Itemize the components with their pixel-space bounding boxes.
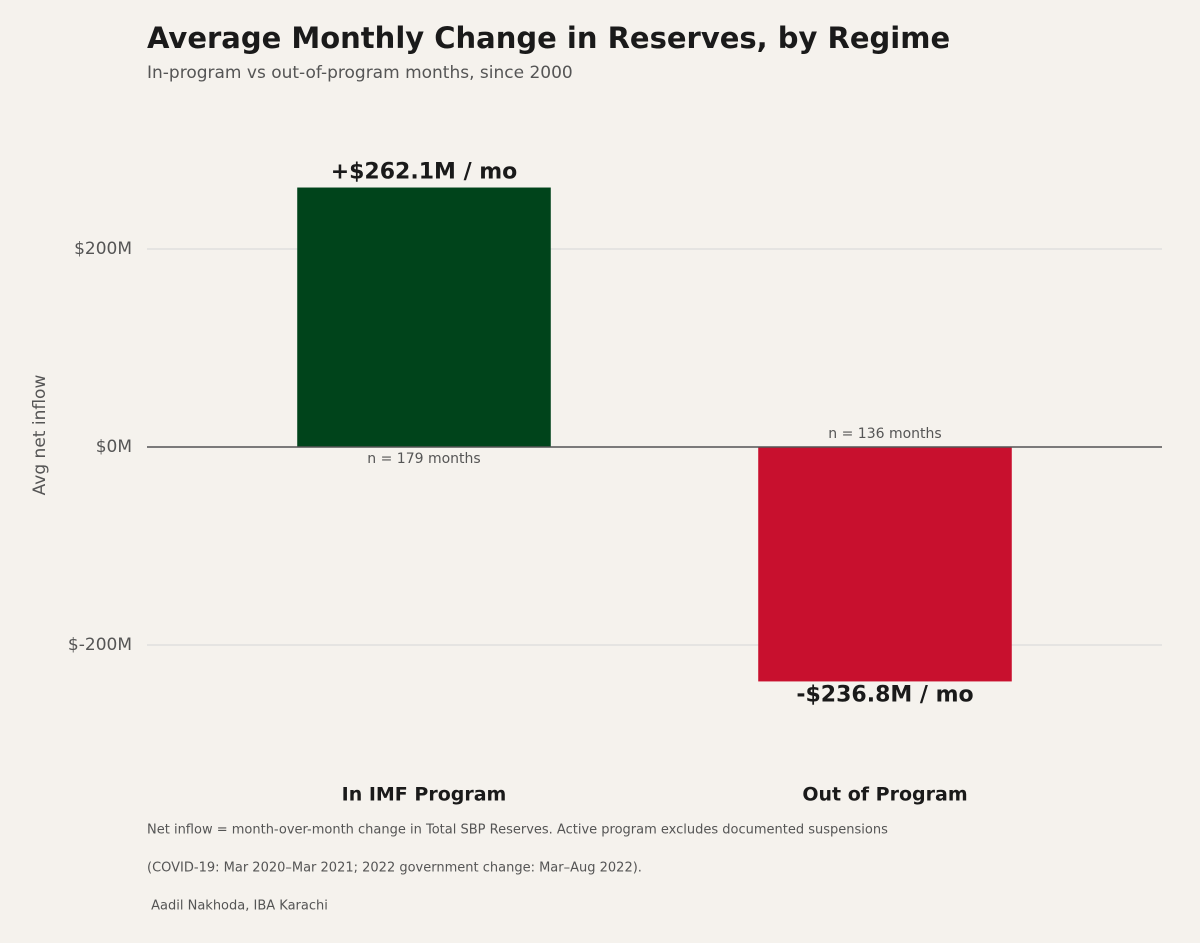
bar	[758, 447, 1012, 682]
y-tick-label: $-200M	[68, 635, 132, 655]
annotation: n = 136 months	[828, 426, 941, 442]
value-label: -$236.8M / mo	[796, 682, 973, 707]
footnote: (COVID-19: Mar 2020–Mar 2021; 2022 gover…	[147, 861, 642, 876]
annotation: n = 179 months	[367, 451, 480, 467]
bar	[297, 187, 551, 447]
y-tick-label: $200M	[74, 239, 132, 259]
footnote: Net inflow = month-over-month change in …	[147, 823, 888, 838]
x-tick-label: Out of Program	[802, 784, 967, 806]
chart-title: Average Monthly Change in Reserves, by R…	[147, 21, 950, 55]
y-tick-label: $0M	[96, 437, 132, 457]
value-label: +$262.1M / mo	[331, 160, 518, 185]
y-axis-label: Avg net inflow	[30, 375, 50, 496]
credit: Aadil Nakhoda, IBA Karachi	[147, 899, 328, 914]
chart-subtitle: In-program vs out-of-program months, sin…	[147, 63, 573, 83]
x-tick-label: In IMF Program	[342, 784, 507, 806]
